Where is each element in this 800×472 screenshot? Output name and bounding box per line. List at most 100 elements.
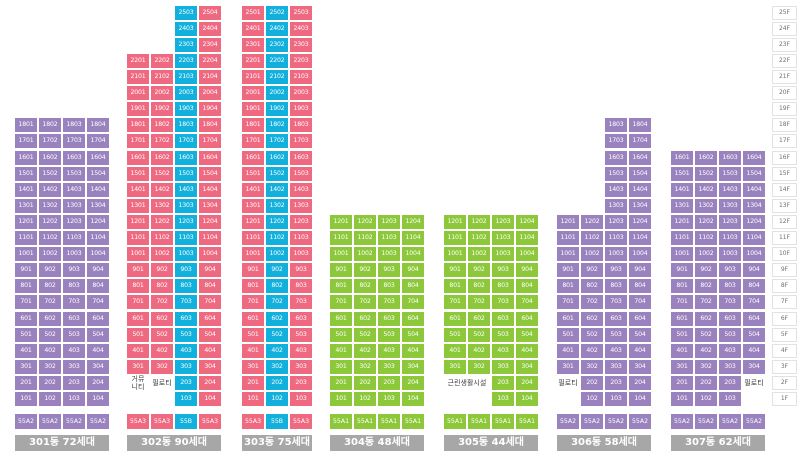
unit-cell: 2201 xyxy=(127,53,149,68)
unit-cell: 201 xyxy=(671,375,693,390)
unit-cell: 503 xyxy=(63,327,85,342)
unit-cell: 1303 xyxy=(290,198,312,213)
unit-cell: 604 xyxy=(629,311,651,326)
unit-cell: 1302 xyxy=(39,198,61,213)
unit-cell: 1004 xyxy=(516,247,538,262)
floor-label-13f: 13F xyxy=(772,198,797,213)
floor-label-25f: 25F xyxy=(772,5,797,20)
unit-cell: 1403 xyxy=(719,182,741,197)
unit-cell: 1802 xyxy=(151,118,173,133)
unit-type-label: 55B xyxy=(175,414,197,429)
unit-cell: 903 xyxy=(175,263,197,278)
unit-cell: 1404 xyxy=(743,182,765,197)
unit-cell: 1601 xyxy=(242,150,264,165)
unit-cell: 902 xyxy=(695,263,717,278)
unit-cell: 1303 xyxy=(719,198,741,213)
unit-cell: 802 xyxy=(695,279,717,294)
unit-cell: 903 xyxy=(719,263,741,278)
unit-cell: 1304 xyxy=(87,198,109,213)
unit-cell: 1902 xyxy=(151,102,173,117)
unit-cell: 501 xyxy=(444,327,466,342)
unit-cell: 402 xyxy=(468,343,490,358)
unit-cell: 802 xyxy=(151,279,173,294)
unit-cell: 1403 xyxy=(605,182,627,197)
unit-cell: 704 xyxy=(199,295,221,310)
unit-cell: 1003 xyxy=(605,247,627,262)
unit-type-label: 55A3 xyxy=(127,414,149,429)
unit-cell: 301 xyxy=(444,359,466,374)
unit-cell: 301 xyxy=(127,359,149,374)
unit-cell: 203 xyxy=(175,375,197,390)
unit-cell: 104 xyxy=(199,392,221,406)
unit-cell: 1302 xyxy=(695,198,717,213)
unit-cell: 803 xyxy=(605,279,627,294)
unit-cell: 204 xyxy=(199,375,221,390)
unit-cell: 204 xyxy=(87,375,109,390)
unit-cell: 1101 xyxy=(15,231,37,245)
unit-cell: 303 xyxy=(290,359,312,374)
unit-cell: 1204 xyxy=(743,214,765,229)
unit-cell: 1202 xyxy=(581,214,603,229)
unit-type-label: 55A2 xyxy=(743,414,765,429)
note-label: 필로티 xyxy=(152,378,172,387)
unit-cell: 1303 xyxy=(63,198,85,213)
note-label: 필로티 xyxy=(558,378,578,387)
unit-cell: 604 xyxy=(199,311,221,326)
floor-label-19f: 19F xyxy=(772,102,797,117)
floor-label-6f: 6F xyxy=(772,311,797,326)
unit-cell: 2001 xyxy=(127,86,149,101)
unit-cell: 101 xyxy=(671,392,693,406)
unit-cell: 1404 xyxy=(87,182,109,197)
unit-cell: 804 xyxy=(402,279,424,294)
note-label: 필로티 xyxy=(744,378,764,387)
unit-cell: 1103 xyxy=(719,231,741,245)
unit-cell: 401 xyxy=(127,343,149,358)
unit-type-label: 55A1 xyxy=(516,414,538,429)
floor-label-18f: 18F xyxy=(772,118,797,133)
unit-cell: 304 xyxy=(629,359,651,374)
unit-cell: 1101 xyxy=(330,231,352,245)
unit-cell: 603 xyxy=(605,311,627,326)
unit-cell: 804 xyxy=(743,279,765,294)
unit-cell: 1301 xyxy=(671,198,693,213)
unit-cell: 602 xyxy=(581,311,603,326)
unit-cell: 801 xyxy=(444,279,466,294)
unit-cell: 1803 xyxy=(63,118,85,133)
unit-cell: 504 xyxy=(87,327,109,342)
unit-cell: 1203 xyxy=(378,214,400,229)
building-title: 302동 90세대 xyxy=(127,435,221,451)
unit-cell: 1501 xyxy=(127,166,149,181)
unit-cell: 304 xyxy=(516,359,538,374)
unit-cell: 904 xyxy=(743,263,765,278)
unit-cell: 901 xyxy=(242,263,264,278)
unit-cell: 1402 xyxy=(39,182,61,197)
unit-cell: 402 xyxy=(695,343,717,358)
unit-cell: 1104 xyxy=(199,231,221,245)
unit-cell: 603 xyxy=(290,311,312,326)
unit-cell: 702 xyxy=(39,295,61,310)
unit-cell: 1403 xyxy=(290,182,312,197)
unit-cell: 1204 xyxy=(516,214,538,229)
unit-cell: 1704 xyxy=(629,134,651,149)
unit-cell: 902 xyxy=(354,263,376,278)
unit-cell: 402 xyxy=(266,343,288,358)
unit-type-label: 55A2 xyxy=(581,414,603,429)
note-label: 근린생활시설 xyxy=(447,378,487,387)
unit-cell: 701 xyxy=(15,295,37,310)
unit-cell: 402 xyxy=(39,343,61,358)
unit-cell: 1803 xyxy=(605,118,627,133)
unit-cell: 2301 xyxy=(242,37,264,52)
unit-cell: 2502 xyxy=(266,5,288,20)
unit-cell: 1904 xyxy=(199,102,221,117)
unit-cell: 1304 xyxy=(199,198,221,213)
unit-cell: 1101 xyxy=(242,231,264,245)
unit-cell: 1503 xyxy=(605,166,627,181)
unit-cell: 302 xyxy=(354,359,376,374)
floor-label-3f: 3F xyxy=(772,359,797,374)
unit-cell: 604 xyxy=(87,311,109,326)
unit-cell: 203 xyxy=(605,375,627,390)
unit-cell: 801 xyxy=(557,279,579,294)
unit-cell: 403 xyxy=(492,343,514,358)
floor-label-8f: 8F xyxy=(772,279,797,294)
floor-label-7f: 7F xyxy=(772,295,797,310)
